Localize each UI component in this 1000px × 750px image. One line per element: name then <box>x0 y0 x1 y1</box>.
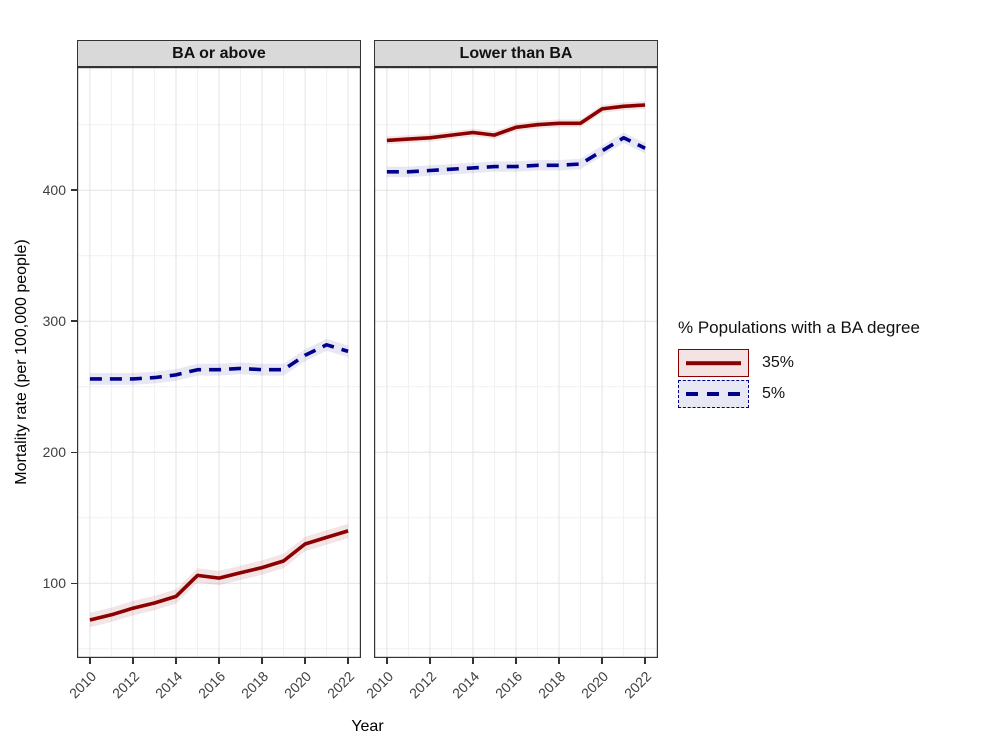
x-tick <box>132 658 134 664</box>
legend-key-dashed-line-icon <box>678 380 749 408</box>
y-tick <box>71 582 77 585</box>
x-tick <box>218 658 220 664</box>
plot-panel-right <box>374 67 658 658</box>
legend-title: % Populations with a BA degree <box>678 318 920 337</box>
plot-panel-left <box>77 67 361 658</box>
x-tick <box>304 658 306 664</box>
x-tick <box>558 658 560 664</box>
y-tick-label: 400 <box>42 182 66 199</box>
legend-item-35: 35% <box>678 349 920 377</box>
y-tick-label: 300 <box>42 313 66 330</box>
legend: % Populations with a BA degree 35% 5% <box>678 318 920 411</box>
x-tick <box>515 658 517 664</box>
y-tick-label: 100 <box>42 575 66 592</box>
x-tick <box>386 658 388 664</box>
y-tick <box>71 320 77 322</box>
facet-strip-label: Lower than BA <box>459 44 573 62</box>
legend-item-label: 5% <box>762 385 786 402</box>
legend-item-label: 35% <box>762 354 795 371</box>
x-tick <box>261 658 263 664</box>
y-tick <box>71 451 77 453</box>
facet-strip: Lower than BA <box>374 40 658 67</box>
legend-item-5: 5% <box>678 380 920 408</box>
x-tick <box>644 658 646 664</box>
x-tick <box>601 658 603 664</box>
facet-strip-label: BA or above <box>172 44 266 62</box>
x-tick <box>472 658 474 664</box>
legend-key-solid-line-icon <box>678 349 749 377</box>
x-tick <box>429 658 431 664</box>
facet-strip: BA or above <box>77 40 361 67</box>
x-tick <box>175 658 177 664</box>
y-tick <box>71 189 77 191</box>
y-tick-label: 200 <box>42 444 66 461</box>
facet-ba-or-above: BA or above <box>77 40 361 658</box>
facet-lower-than-ba: Lower than BA <box>374 40 658 658</box>
x-tick <box>347 658 349 664</box>
x-tick <box>89 658 91 664</box>
x-axis-title: Year <box>351 718 384 735</box>
